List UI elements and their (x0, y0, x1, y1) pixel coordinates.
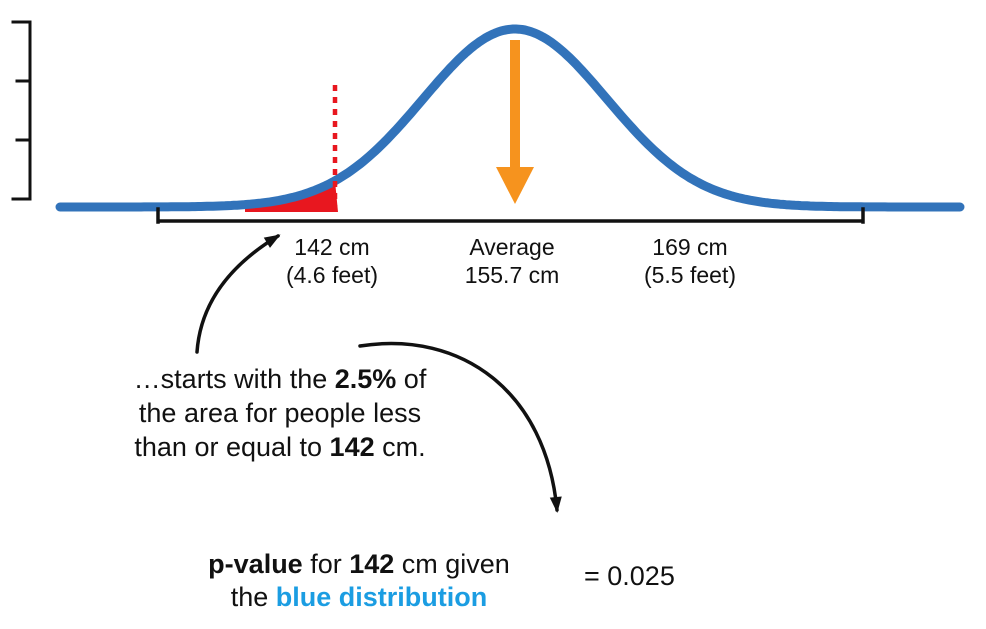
p-value-bold: p-value (208, 549, 303, 579)
p-value-bold-142: 142 (349, 549, 395, 579)
blue-distribution-text: blue distribution (275, 582, 488, 612)
tick-169-cm: 169 cm (652, 234, 728, 260)
tick-142-cm: 142 cm (294, 234, 370, 260)
tick-average-cm: 155.7 cm (464, 262, 560, 288)
x-axis (156, 207, 865, 224)
y-axis (11, 20, 32, 201)
note-bold-2-5-percent: 2.5% (334, 364, 397, 394)
note-text: than or equal to (134, 432, 330, 462)
x-axis-tick-label-average: Average 155.7 cm (427, 233, 597, 289)
tail-area-note: …starts with the 2.5% of the area for pe… (68, 362, 492, 464)
note-bold-142: 142 (329, 432, 375, 462)
x-axis-tick-label-169: 169 cm (5.5 feet) (605, 233, 775, 289)
tick-169-feet: (5.5 feet) (643, 262, 737, 288)
p-value-result: = 0.025 (584, 561, 675, 591)
p-value-text: the (230, 582, 276, 612)
tick-average-word: Average (469, 234, 555, 260)
p-value-statement: p-value for 142 cm given the blue distri… (138, 548, 580, 614)
p-value-line-1: p-value for 142 cm given (138, 548, 580, 581)
bell-curve (55, 24, 965, 212)
annotation-arrow-to-pvalue (358, 341, 562, 513)
note-text: of (396, 364, 427, 394)
p-value-text: cm given (394, 549, 510, 579)
tick-142-feet: (4.6 feet) (285, 262, 379, 288)
note-line-2: the area for people less (138, 398, 422, 428)
note-text: …starts with the (133, 364, 335, 394)
mean-arrow-head (496, 167, 534, 204)
annotation-arrow-to-142 (195, 234, 281, 354)
x-axis-tick-label-142: 142 cm (4.6 feet) (247, 233, 417, 289)
note-text: cm. (374, 432, 426, 462)
mean-arrow (496, 40, 534, 204)
p-value-text: for (302, 549, 350, 579)
note-line-3: than or equal to 142 cm. (68, 430, 492, 464)
note-line-1: …starts with the 2.5% of (68, 362, 492, 396)
p-value-line-2: the blue distribution (138, 581, 580, 614)
